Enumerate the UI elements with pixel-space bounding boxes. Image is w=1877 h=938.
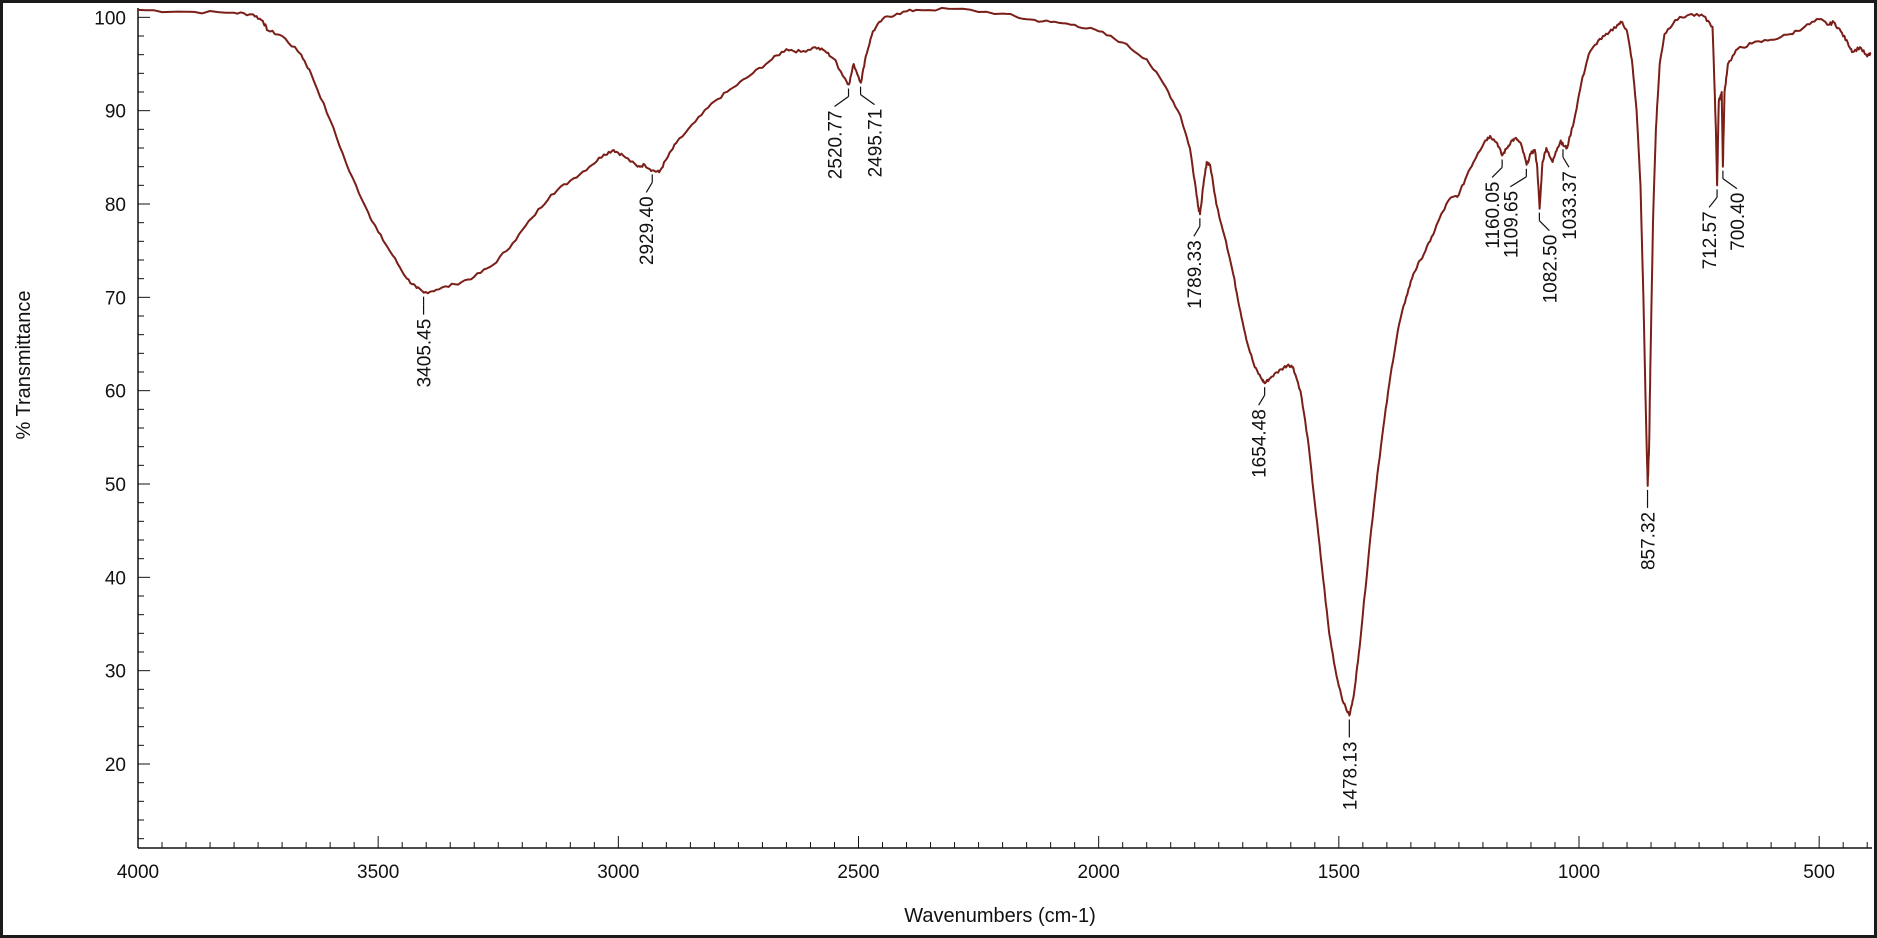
y-tick-label: 100 [94, 8, 126, 29]
peak-label: 1478.13 [1340, 742, 1361, 811]
y-axis-title: % Transmittance [13, 291, 35, 440]
peak-label: 2520.77 [826, 111, 847, 180]
peak-leader-line [1193, 225, 1201, 237]
peak-label: 3405.45 [415, 319, 436, 388]
peak-leader-line [1708, 196, 1718, 208]
peak-leader-line [1258, 394, 1266, 406]
peak-leader-line [1510, 176, 1527, 188]
y-tick-label: 50 [105, 475, 126, 496]
peak-label: 2495.71 [866, 109, 887, 178]
peak-label: 1109.65 [1501, 191, 1522, 258]
x-tick-label: 3500 [357, 862, 399, 883]
y-tick-label: 90 [105, 102, 126, 123]
x-tick-label: 4000 [117, 862, 159, 883]
x-tick-label: 2500 [837, 862, 879, 883]
peak-label: 857.32 [1639, 512, 1660, 570]
y-tick-label: 30 [105, 662, 126, 683]
peak-leader-line [1722, 178, 1738, 190]
peak-label: 2929.40 [637, 196, 658, 265]
peak-label: 1654.48 [1250, 409, 1271, 478]
x-tick-label: 1000 [1558, 862, 1600, 883]
x-tick-label: 1500 [1318, 862, 1360, 883]
peak-label: 712.57 [1700, 211, 1721, 269]
y-tick-label: 80 [105, 195, 126, 216]
peak-leader-line [1491, 167, 1503, 178]
peak-leader-line [1562, 156, 1570, 168]
peak-label: 1033.37 [1560, 171, 1581, 240]
y-tick-label: 40 [105, 568, 126, 589]
x-tick-label: 500 [1803, 862, 1835, 883]
y-tick-label: 70 [105, 288, 126, 309]
peak-label: 700.40 [1728, 193, 1749, 251]
peak-label: 1789.33 [1185, 240, 1206, 309]
peak-label: 1160.05 [1483, 182, 1504, 249]
peak-leader-line [645, 182, 653, 193]
x-axis-title: Wavenumbers (cm-1) [904, 905, 1096, 927]
y-tick-label: 60 [105, 382, 126, 403]
spectrum-line [137, 6, 1872, 717]
x-tick-label: 2000 [1078, 862, 1120, 883]
peak-leader-line [860, 94, 875, 106]
peak-leader-line [1538, 220, 1550, 232]
peak-label: 1082.50 [1540, 235, 1561, 304]
peak-leader-line [834, 96, 849, 108]
x-tick-label: 3000 [597, 862, 639, 883]
y-tick-label: 20 [105, 755, 126, 776]
